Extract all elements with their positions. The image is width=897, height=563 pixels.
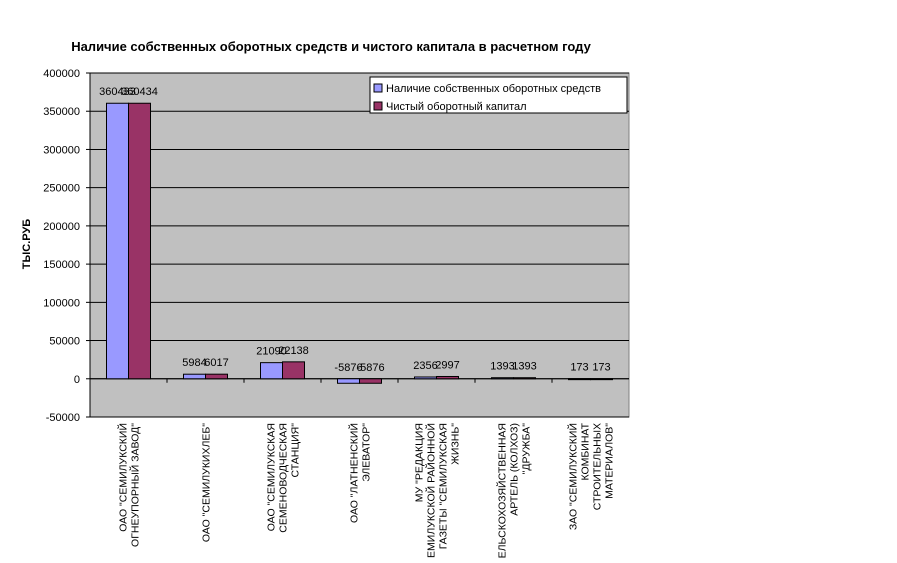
y-axis-label: ТЫС.РУБ (21, 219, 33, 270)
data-label: 21090 (256, 346, 287, 358)
data-label: 5984 (182, 357, 206, 369)
y-tick-label: 200000 (43, 221, 80, 233)
x-tick-label-line: МУ "РЕДАКЦИЯ (414, 423, 426, 502)
data-label: -5876 (356, 362, 384, 374)
x-tick-label-line: ОАО "ЛАТНЕНСКИЙ (348, 423, 361, 523)
data-label: 2997 (435, 359, 459, 371)
y-tick-label: 150000 (43, 259, 80, 271)
y-tick-label: -50000 (46, 412, 80, 424)
x-tick-label: ЗАО "СЕМИЛУКСКИЙКОМБИНАТСТРОИТЕЛЬНЫХМАТЕ… (567, 422, 616, 530)
x-tick-label-line: СТРОИТЕЛЬНЫХ (592, 423, 604, 510)
bar (414, 376, 437, 380)
bar (128, 102, 151, 380)
data-label: 360433 (99, 86, 136, 98)
data-label: 360434 (121, 86, 158, 98)
x-tick-label: ОАО "СЕМИЛУКСКИЙОГНЕУПОРНЫЙ ЗАВОД" (117, 423, 142, 547)
x-tick-label-line: ОАО "СЕМИЛУКИХЛЕБ" (201, 423, 213, 542)
bar (205, 373, 228, 380)
y-tick-label: 100000 (43, 297, 80, 309)
data-label: 1393 (512, 361, 536, 373)
x-tick-label-line: СЕМЕНОВОДЧЕСКАЯ (278, 423, 290, 533)
data-label: 173 (592, 362, 610, 374)
bar (282, 361, 305, 380)
x-tick-label-line: ОАО "СЕМИЛУКСКИЙ (117, 423, 130, 532)
data-label: 22138 (278, 345, 309, 357)
x-tick-label: ОАО "СЕМИЛУКСКАЯСЕМЕНОВОДЧЕСКАЯСТАНЦИЯ" (266, 423, 302, 533)
plot-background (89, 72, 630, 418)
y-tick-label: 300000 (43, 144, 80, 156)
legend: Наличие собственных оборотных средств Чис… (369, 76, 628, 114)
x-tick-label-line: "ДРУЖБА" (521, 423, 533, 475)
x-tick-label-line: КОМБИНАТ (580, 422, 592, 480)
data-label: 6017 (204, 357, 228, 369)
bar (436, 375, 459, 380)
x-tick-label: ОАО "СЕМИЛУКИХЛЕБ" (201, 423, 213, 542)
data-label: 1393 (490, 361, 514, 373)
x-tick-label: МУ "РЕДАКЦИЯСЕМИЛУКСКОЙ РАЙОННОЙГАЗЕТЫ "… (414, 423, 462, 558)
plot-area: -50000 0 50000 100000 150000 200000 250000 3000… (43, 68, 630, 563)
data-label: 173 (570, 362, 588, 374)
bar (513, 377, 536, 380)
x-tick-label-line: СЕЛЬСКОХОЗЯЙСТВЕННАЯ (496, 423, 509, 558)
x-tick-label-line: МАТЕРИАЛОВ" (604, 423, 616, 499)
legend-label: Чистый оборотный капитал (386, 101, 527, 113)
x-tick-label-line: АРТЕЛЬ (КОЛХОЗ) (509, 423, 521, 516)
x-tick-label-line: ГАЗЕТЫ "СЕМИЛУКСКАЯ (438, 423, 450, 549)
bar (568, 378, 591, 381)
x-tick-label-line: ОАО "СЕМИЛУКСКАЯ (266, 423, 278, 531)
x-tick-label-line: ЗАО "СЕМИЛУКСКИЙ (567, 423, 580, 530)
y-tick-label: 0 (74, 374, 80, 386)
y-tick-label: 400000 (43, 68, 80, 80)
x-tick-label-line: ЭЛЕВАТОР" (361, 423, 373, 482)
x-tick-label: СЕЛЬСКОХОЗЯЙСТВЕННАЯАРТЕЛЬ (КОЛХОЗ)"ДРУЖ… (496, 423, 533, 558)
x-tick-label-line: СТАНЦИЯ" (290, 423, 302, 478)
x-tick-label: ОАО "ЛАТНЕНСКИЙЭЛЕВАТОР" (348, 423, 373, 523)
x-tick-label-line: ОГНЕУПОРНЫЙ ЗАВОД" (129, 423, 142, 547)
bar (337, 378, 360, 384)
bar (359, 378, 382, 384)
y-tick-label: 50000 (49, 336, 80, 348)
chart-title: Наличие собственных оборотных средств и … (71, 39, 591, 54)
legend-swatch (373, 83, 383, 93)
data-label: -5876 (334, 362, 362, 374)
y-tick-label: 250000 (43, 183, 80, 195)
legend-swatch (373, 101, 383, 111)
bar (491, 377, 514, 380)
x-tick-label-line: ЖИЗНЬ" (450, 423, 462, 465)
data-label: 2356 (413, 360, 437, 372)
y-tick-label: 350000 (43, 106, 80, 118)
x-tick-label-line: СЕМИЛУКСКОЙ РАЙОННОЙ (425, 423, 438, 558)
bar (183, 373, 206, 380)
legend-label: Наличие собственных оборотных средств (386, 83, 601, 95)
legend-box (369, 76, 628, 114)
bar (106, 102, 129, 380)
bar (590, 378, 613, 381)
bar (260, 362, 283, 380)
